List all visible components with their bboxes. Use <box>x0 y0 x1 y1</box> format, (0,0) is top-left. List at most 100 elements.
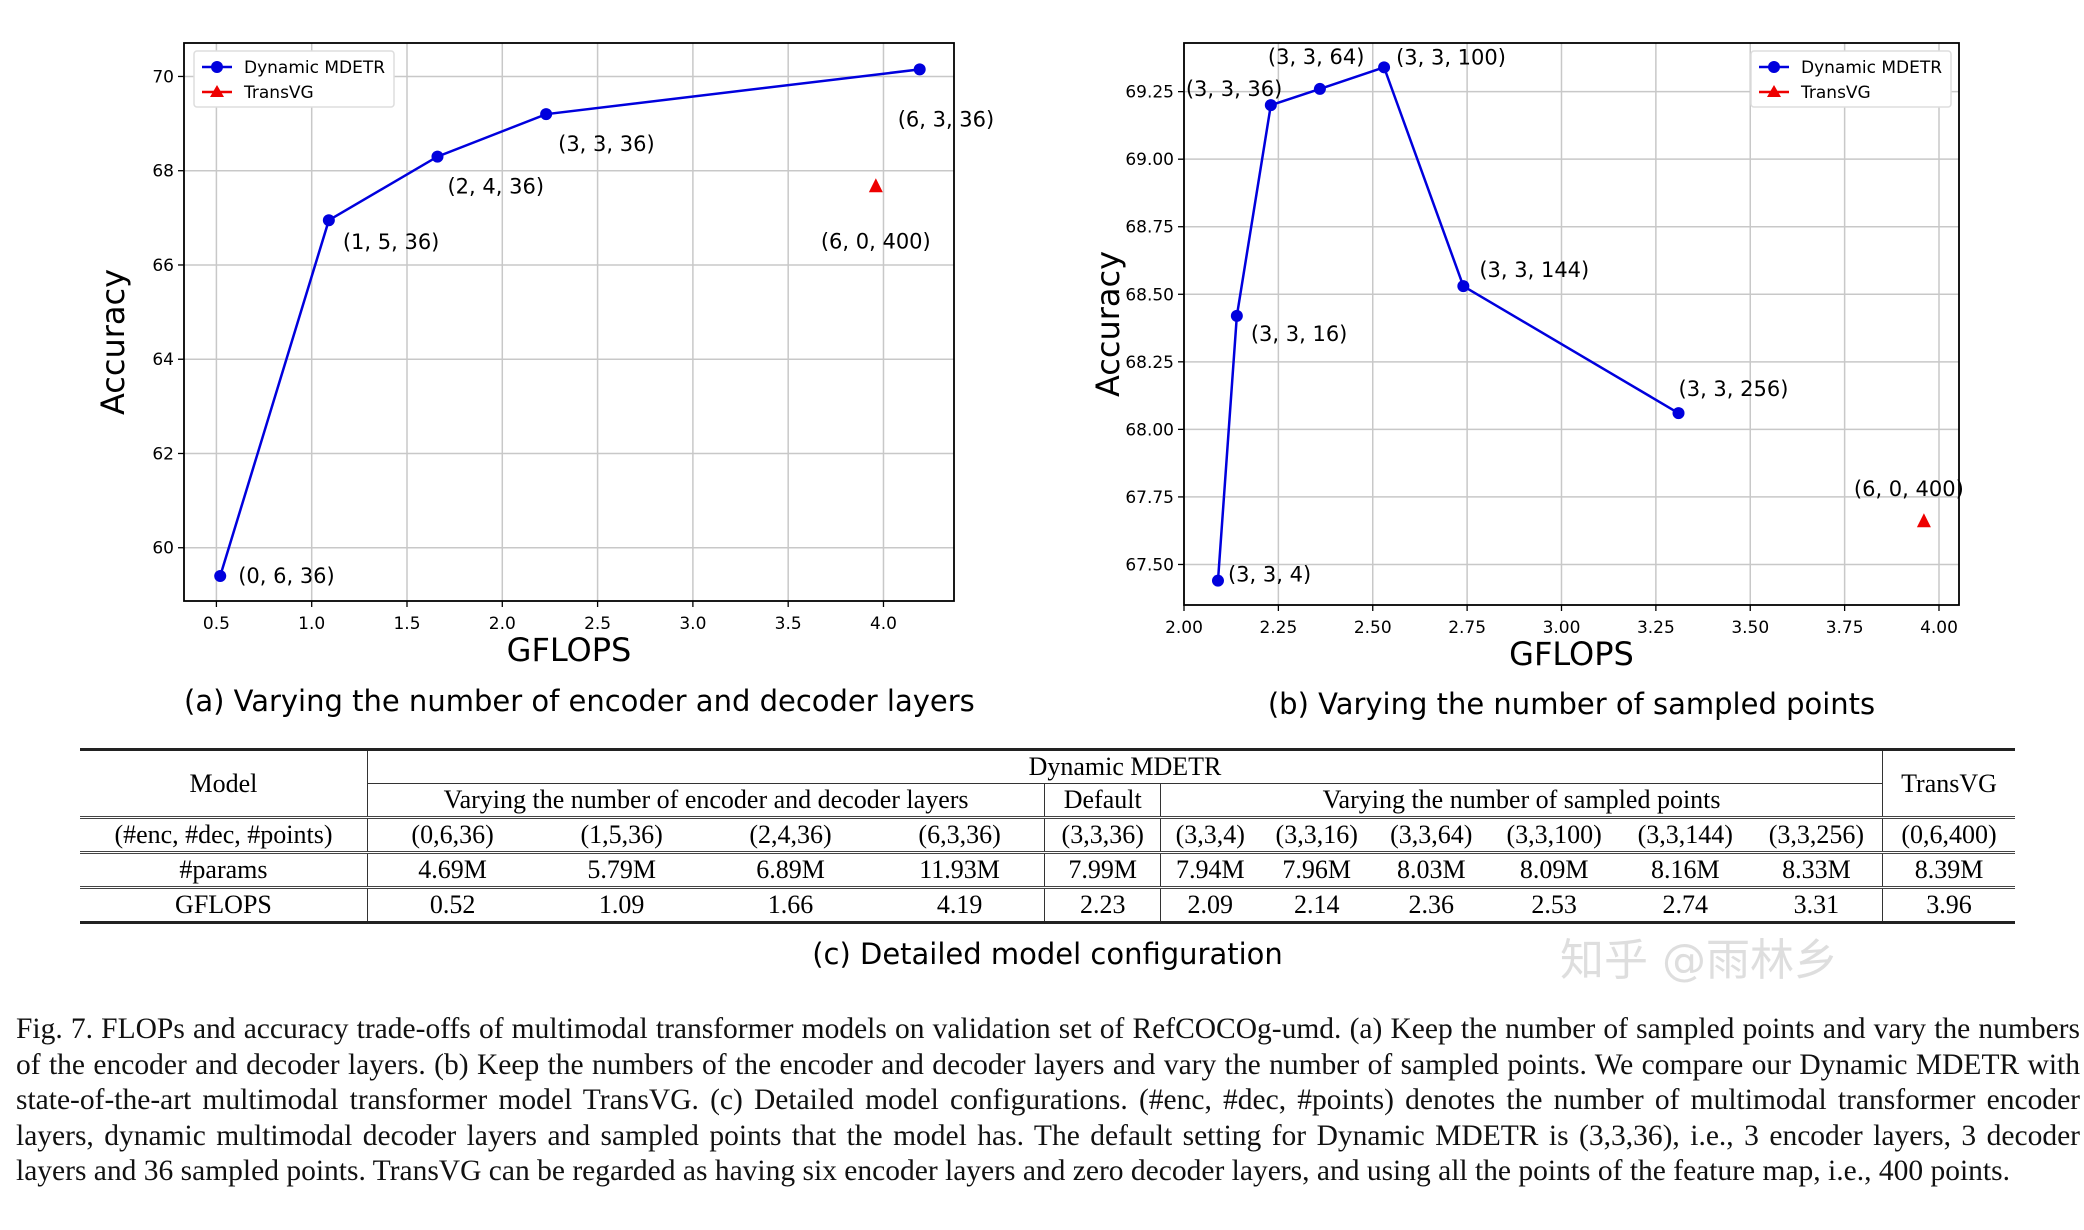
table-cell: 7.94M <box>1160 851 1260 888</box>
chart-a: 0.5 1.0 1.5 2.0 2.5 3.0 3.5 4.0 60 62 64 66 68 70 GFLO… <box>94 42 995 669</box>
point-label: (1, 5, 36) <box>343 230 440 254</box>
y-tick-label: 68.75 <box>1125 218 1174 238</box>
legend-circle-icon <box>211 61 223 73</box>
plot-frame <box>183 42 955 602</box>
legend-label: TransVG <box>243 83 314 103</box>
data-point <box>322 214 335 227</box>
x-tick-label: 2.0 <box>489 614 516 634</box>
data-point <box>1264 99 1277 112</box>
table-cell: 1.09 <box>537 886 707 923</box>
config-table: Model Dynamic MDETR TransVG Varying the … <box>80 748 2015 924</box>
point-label: (6, 0, 400) <box>1854 477 1964 501</box>
table-cell: 2.09 <box>1160 886 1260 923</box>
group-default-header: Default <box>1044 783 1161 818</box>
x-tick-label: 4.0 <box>870 614 897 634</box>
table-cell: (3,3,256) <box>1750 816 1883 853</box>
table-cell: (3,3,16) <box>1259 816 1374 853</box>
table-cell: (3,3,64) <box>1374 816 1489 853</box>
table-cell: (2,4,36) <box>706 816 875 853</box>
figure-caption: Fig. 7. FLOPs and accuracy trade-offs of… <box>16 1013 2080 1187</box>
y-tick-label: 68.25 <box>1125 353 1174 373</box>
table-cell: 3.96 <box>1882 886 2015 923</box>
table-cell: 2.74 <box>1619 886 1751 923</box>
data-point <box>1211 574 1224 587</box>
table-row: (#enc, #dec, #points) (0,6,36) (1,5,36) (2,… <box>80 816 2015 853</box>
y-tick-label: 60 <box>152 539 174 559</box>
table-cell: (6,3,36) <box>874 816 1045 853</box>
transvg-header: TransVG <box>1882 749 2015 818</box>
subcaption-a: (a) Varying the number of encoder and de… <box>184 684 975 718</box>
table-cell: 8.16M <box>1619 851 1751 888</box>
point-label: (3, 3, 4) <box>1228 563 1311 587</box>
table-cell: 8.03M <box>1374 851 1489 888</box>
table-row: GFLOPS 0.52 1.09 1.66 4.19 2.23 2.09 2.14 2.36 2.… <box>80 886 2015 923</box>
x-tick-label: 2.50 <box>1354 618 1392 638</box>
x-tick-label: 2.75 <box>1448 618 1486 638</box>
x-tick-label: 4.00 <box>1920 618 1958 638</box>
data-point-triangle <box>1916 513 1931 528</box>
y-tick-label: 66 <box>152 256 174 276</box>
table-cell: (3,3,144) <box>1619 816 1751 853</box>
legend-triangle-icon <box>1767 85 1781 97</box>
table-cell: 2.53 <box>1488 886 1620 923</box>
point-label: (6, 3, 36) <box>898 107 995 131</box>
point-label: (3, 3, 144) <box>1479 258 1589 282</box>
table-cell: 7.99M <box>1044 851 1161 888</box>
table-cell: 4.69M <box>366 851 538 888</box>
table-cell: 5.79M <box>537 851 707 888</box>
x-axis-label: GFLOPS <box>507 631 632 669</box>
x-tick-label: 3.50 <box>1731 618 1769 638</box>
plot-frame <box>1183 42 1960 606</box>
legend-triangle-icon <box>210 85 224 97</box>
y-tick-label: 62 <box>152 444 174 464</box>
point-label: (2, 4, 36) <box>447 175 544 199</box>
chart-b: 2.00 2.25 2.50 2.75 3.00 3.25 3.50 3.75 4.00 67.5… <box>1089 42 1964 673</box>
charts: 0.5 1.0 1.5 2.0 2.5 3.0 3.5 4.0 60 62 64 66 68 70 GFLO… <box>94 42 1964 673</box>
y-tick-label: 68.00 <box>1125 420 1174 440</box>
table-cell: 4.19 <box>874 886 1045 923</box>
table-cell: 11.93M <box>874 851 1045 888</box>
y-tick-label: 64 <box>152 350 174 370</box>
table-cell: (3,3,4) <box>1160 816 1260 853</box>
x-axis-label: GFLOPS <box>1509 635 1634 673</box>
subcaption-c: (c) Detailed model configuration <box>812 937 1283 971</box>
x-tick-label: 3.25 <box>1637 618 1675 638</box>
table-cell: (3,3,100) <box>1488 816 1620 853</box>
y-tick-label: 70 <box>152 67 174 87</box>
y-tick-label: 69.25 <box>1125 83 1174 103</box>
point-label: (6, 0, 400) <box>821 229 931 253</box>
table-cell: 2.36 <box>1374 886 1489 923</box>
table-cell: 3.31 <box>1750 886 1883 923</box>
point-label: (3, 3, 64) <box>1268 45 1365 69</box>
y-tick-label: 67.50 <box>1125 555 1174 575</box>
table-cell: (0,6,400) <box>1882 816 2015 853</box>
table-cell: 2.14 <box>1259 886 1374 923</box>
group-enc-dec-header: Varying the number of encoder and decode… <box>366 783 1045 818</box>
data-point <box>1672 407 1685 420</box>
data-point <box>1230 309 1243 322</box>
x-tick-label: 0.5 <box>203 614 230 634</box>
y-axis-label: Accuracy <box>1089 251 1127 397</box>
point-label: (3, 3, 100) <box>1396 45 1506 69</box>
table-cell: 1.66 <box>706 886 875 923</box>
legend: Dynamic MDETR TransVG <box>1750 50 1952 108</box>
row-label: (#enc, #dec, #points) <box>80 816 368 853</box>
table-cell: 8.39M <box>1882 851 2015 888</box>
x-tick-label: 3.5 <box>775 614 802 634</box>
table-cell: 6.89M <box>706 851 875 888</box>
x-tick-label: 3.00 <box>1543 618 1581 638</box>
watermark: 知乎 @雨林乡 <box>1560 935 1838 986</box>
point-label: (0, 6, 36) <box>238 564 335 588</box>
x-tick-label: 3.0 <box>679 614 706 634</box>
x-tick-label: 1.0 <box>298 614 325 634</box>
point-label: (3, 3, 16) <box>1251 322 1348 346</box>
x-tick-label: 2.5 <box>584 614 611 634</box>
table-cell: 0.52 <box>366 886 538 923</box>
x-tick-label: 3.75 <box>1826 618 1864 638</box>
table-cell: 8.09M <box>1488 851 1620 888</box>
data-point <box>1313 82 1326 95</box>
table-cell: (1,5,36) <box>537 816 707 853</box>
legend-circle-icon <box>1768 61 1780 73</box>
y-axis-label: Accuracy <box>94 269 132 415</box>
table-cell: 8.33M <box>1750 851 1883 888</box>
